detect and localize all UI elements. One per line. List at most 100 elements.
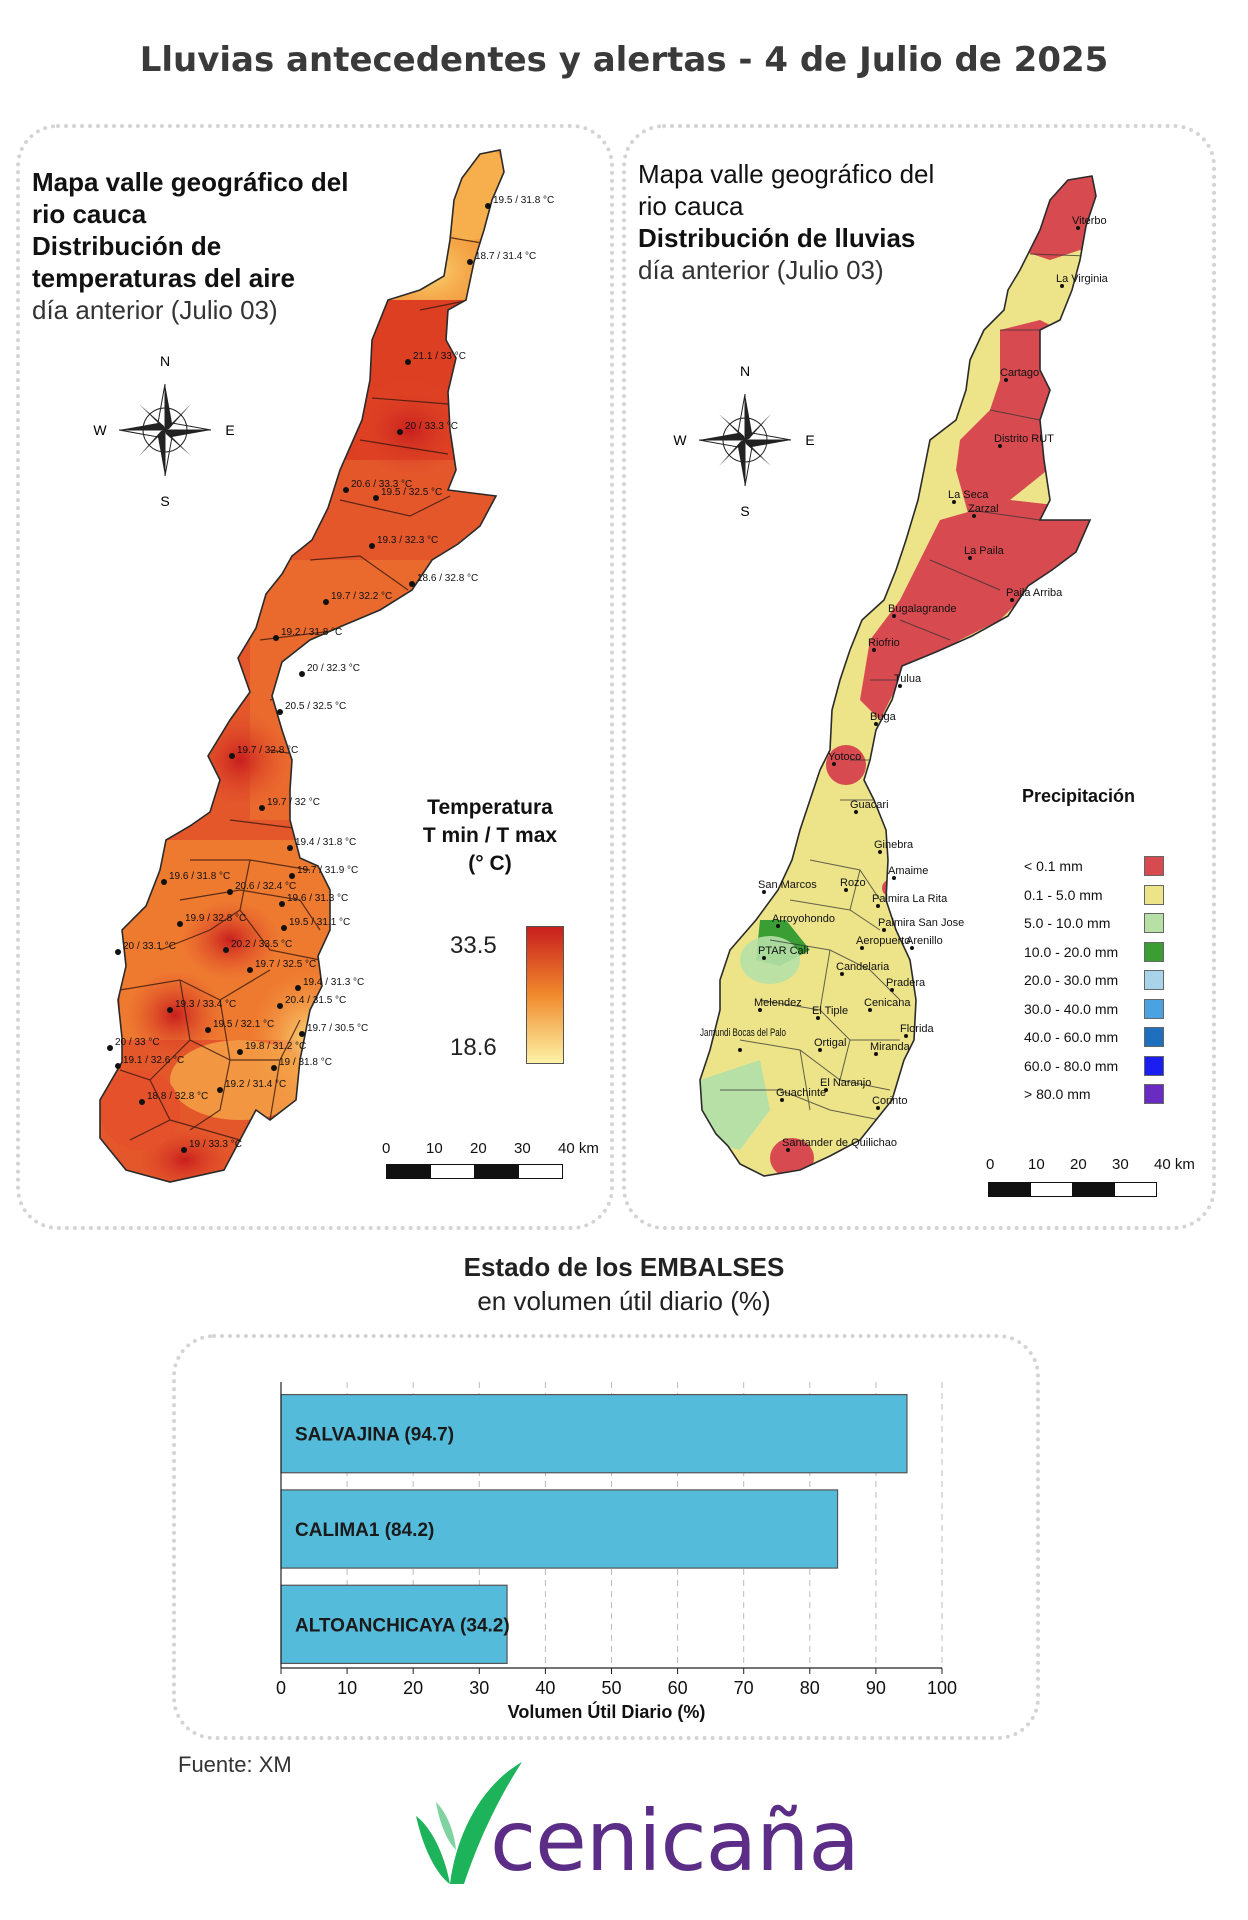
place-dot (876, 1106, 880, 1110)
precip-legend-label: < 0.1 mm (1024, 858, 1083, 874)
x-tick-label: 100 (927, 1678, 957, 1698)
station-label: 19.4 / 31.3 °C (303, 977, 364, 988)
place-dot (892, 876, 896, 880)
place-dot (854, 810, 858, 814)
place-label: Riofrio (868, 637, 900, 649)
cenicana-logo-text: cenicaña (490, 1792, 860, 1890)
precip-legend-label: 40.0 - 60.0 mm (1024, 1029, 1119, 1045)
reservoir-bar (280, 1393, 908, 1474)
station-label: 19.4 / 31.8 °C (295, 837, 356, 848)
rain-map-title: Mapa valle geográfico del rio cauca Dist… (638, 158, 998, 286)
precip-legend-swatch (1144, 856, 1164, 876)
station-dot (177, 921, 183, 927)
place-label: Bugalagrande (888, 603, 957, 615)
temperature-map: 19.5 / 31.8 °C 18.7 / 31.4 °C 21.1 / 33 °C… (99, 149, 554, 1183)
station-dot (205, 1027, 211, 1033)
place-dot (874, 722, 878, 726)
precip-legend-swatch (1144, 913, 1164, 933)
place-label: El Naranjo (820, 1077, 871, 1089)
station-label: 18.7 / 31.4 °C (475, 251, 536, 262)
place-label: PTAR Cali (758, 945, 809, 957)
rain-title-line2: rio cauca (638, 191, 744, 221)
x-tick-label: 60 (668, 1678, 688, 1698)
place-label: Santander de Quilichao (782, 1137, 897, 1149)
scale-label: 10 (426, 1140, 443, 1157)
station-dot (107, 1045, 113, 1051)
compass-s: S (160, 493, 169, 509)
station-label: 20.2 / 33.5 °C (231, 939, 292, 950)
station-label: 19.7 / 32 °C (267, 797, 320, 808)
place-label: Ginebra (874, 839, 914, 851)
station-label: 20.6 / 32.4 °C (235, 881, 296, 892)
station-dot (373, 495, 379, 501)
station-dot (115, 949, 121, 955)
station-label: 20.4 / 31.5 °C (285, 995, 346, 1006)
precip-legend-label: 20.0 - 30.0 mm (1024, 972, 1119, 988)
rain-title-line1: Mapa valle geográfico del (638, 159, 935, 189)
place-label: Candelaria (836, 961, 890, 973)
station-label: 19.7 / 30.5 °C (307, 1023, 368, 1034)
compass-w: W (673, 432, 687, 448)
compass-n: N (740, 363, 750, 379)
place-label: Pradera (886, 977, 926, 989)
place-label: Corinto (872, 1095, 907, 1107)
place-label: Cenicana (864, 997, 911, 1009)
place-label: Yotoco (828, 751, 861, 763)
reservoir-bar (280, 1489, 839, 1569)
place-label: Ortigal (814, 1037, 846, 1049)
reservoirs-title: Estado de los EMBALSES en volumen útil d… (0, 1250, 1248, 1318)
rain-subtitle: día anterior (Julio 03) (638, 255, 884, 285)
x-tick-label: 20 (403, 1678, 423, 1698)
station-dot (299, 671, 305, 677)
station-dot (271, 1065, 277, 1071)
x-tick-label: 50 (601, 1678, 621, 1698)
place-dot (868, 1008, 872, 1012)
scale-label: 40 km (558, 1140, 599, 1157)
temp-legend-title: Temperatura T min / T max (° C) (405, 794, 575, 878)
place-dot (762, 890, 766, 894)
x-tick-label: 0 (276, 1678, 286, 1698)
place-dot (1010, 598, 1014, 602)
reservoir-bar-label: SALVAJINA (94.7) (295, 1425, 454, 1446)
scale-label: 20 (1070, 1156, 1087, 1173)
station-label: 19 / 33.3 °C (189, 1139, 242, 1150)
station-dot (295, 985, 301, 991)
compass-n: N (160, 353, 170, 369)
station-label: 20 / 33.1 °C (123, 941, 176, 952)
station-dot (397, 429, 403, 435)
station-label: 21.1 / 33 °C (413, 351, 466, 362)
station-dot (287, 845, 293, 851)
reservoirs-panel (172, 1334, 1040, 1740)
x-tick-label: 70 (734, 1678, 754, 1698)
place-label: Amaime (888, 865, 928, 877)
x-tick-label: 30 (469, 1678, 489, 1698)
station-label: 19.5 / 31.8 °C (493, 195, 554, 206)
temp-title-line2: rio cauca (32, 199, 147, 229)
station-dot (223, 947, 229, 953)
place-label: Aeropuerto (856, 935, 910, 947)
place-dot (1076, 226, 1080, 230)
place-dot (762, 956, 766, 960)
place-dot (832, 762, 836, 766)
precip-legend-swatch (1144, 941, 1164, 962)
place-dot (892, 614, 896, 618)
temp-legend-colorbar (526, 926, 564, 1064)
precip-legend-label: 5.0 - 10.0 mm (1024, 915, 1111, 931)
station-label: 19.6 / 31.3 °C (287, 893, 348, 904)
place-label: Melendez (754, 997, 802, 1009)
station-dot (237, 1049, 243, 1055)
place-label: Palmira La Rita (872, 893, 948, 905)
station-label: 19.7 / 32.2 °C (331, 591, 392, 602)
station-dot (229, 753, 235, 759)
temp-title-line1: Mapa valle geográfico del (32, 167, 349, 197)
precip-legend-label: > 80.0 mm (1024, 1086, 1091, 1102)
place-dot (780, 1098, 784, 1102)
precip-legend-swatch (1144, 1084, 1164, 1104)
scale-label: 10 (1028, 1156, 1045, 1173)
place-dot (776, 924, 780, 928)
place-label: Cartago (1000, 367, 1039, 379)
station-label: 18.6 / 32.8 °C (417, 573, 478, 584)
place-dot (786, 1148, 790, 1152)
scale-label: 0 (986, 1156, 995, 1173)
station-label: 19.8 / 31.2 °C (245, 1041, 306, 1052)
